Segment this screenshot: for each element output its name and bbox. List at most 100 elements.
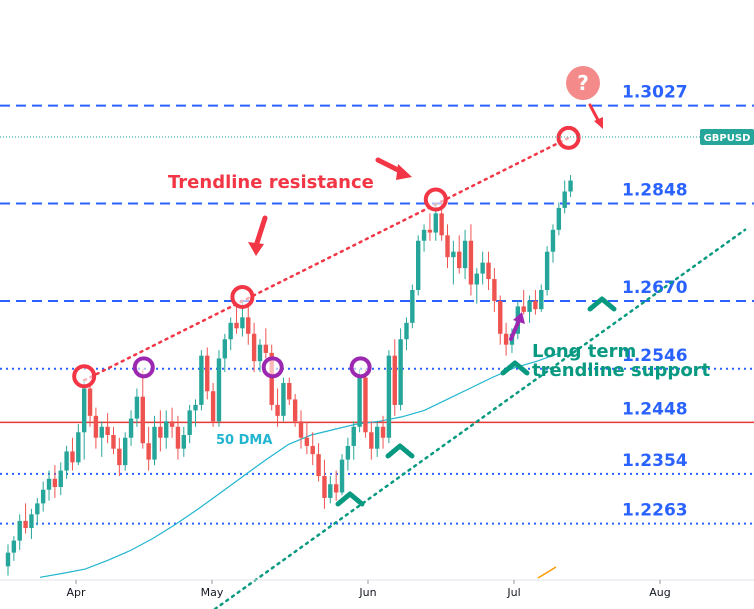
candle-body bbox=[140, 396, 145, 444]
chevron-up-icon bbox=[385, 443, 415, 459]
candle-body bbox=[210, 391, 216, 422]
arrow-to-may-high bbox=[248, 215, 268, 256]
trendline-resistance-label: Trendline resistance bbox=[168, 172, 374, 193]
time-tick-label: Jun bbox=[358, 586, 376, 599]
candle-body bbox=[257, 344, 263, 362]
candle-body bbox=[433, 213, 438, 233]
candle-body bbox=[187, 410, 192, 435]
candle-body bbox=[421, 229, 427, 241]
time-tick-label: Aug bbox=[649, 586, 670, 599]
level-label: 1.2354 bbox=[622, 451, 688, 471]
candle-body bbox=[556, 207, 562, 230]
arrow-down-right bbox=[588, 103, 603, 129]
candle-body bbox=[287, 383, 292, 400]
candle-body bbox=[380, 426, 386, 438]
arrow-to-support-purple bbox=[509, 312, 525, 341]
arrow-to-june-high bbox=[375, 157, 412, 180]
candle-body bbox=[40, 489, 46, 504]
candle-body bbox=[539, 290, 544, 310]
candle-body bbox=[351, 426, 356, 446]
symbol-tag-bg bbox=[700, 129, 754, 145]
candle-body bbox=[322, 476, 327, 498]
candle-body bbox=[111, 435, 116, 449]
candle-body bbox=[416, 240, 421, 290]
candle-body bbox=[70, 451, 75, 463]
candle-body bbox=[451, 251, 456, 258]
chevron-up-icon bbox=[500, 360, 530, 376]
chevron-up-icon bbox=[335, 491, 365, 507]
support-level-marker bbox=[349, 356, 372, 379]
candle-body bbox=[234, 322, 239, 329]
candle-body bbox=[410, 290, 415, 323]
candle-body bbox=[316, 454, 321, 477]
candle-body bbox=[427, 229, 433, 233]
candle-body bbox=[269, 352, 274, 405]
candle-body bbox=[164, 421, 169, 438]
candle-body bbox=[199, 355, 204, 405]
candle-body bbox=[339, 459, 345, 493]
candle-body bbox=[310, 445, 315, 455]
level-label: 1.2263 bbox=[622, 501, 688, 521]
time-axis-ticks: Apr May Jun Jul Aug bbox=[66, 580, 671, 599]
candle-body bbox=[134, 396, 140, 419]
candle-body bbox=[562, 191, 567, 208]
candle-body bbox=[58, 470, 63, 487]
candle-body bbox=[503, 333, 509, 345]
candle-body bbox=[251, 333, 257, 362]
candle-body bbox=[175, 426, 181, 449]
dma-50-line bbox=[39, 352, 561, 578]
candle-body bbox=[23, 520, 28, 529]
candle-body bbox=[158, 426, 163, 438]
candle-body bbox=[216, 358, 222, 422]
price-levels: 1.30271.28481.26701.25461.24481.23541.22… bbox=[0, 83, 754, 525]
candle-body bbox=[468, 240, 474, 285]
support-label-line1: Long term bbox=[532, 341, 636, 362]
candle-body bbox=[345, 445, 351, 460]
candle-body bbox=[246, 317, 251, 334]
candle-body bbox=[275, 404, 280, 416]
candle-body bbox=[46, 478, 52, 490]
candle-body bbox=[263, 344, 269, 353]
support-label-line2: trendline support bbox=[532, 360, 711, 381]
candle-body bbox=[374, 426, 380, 449]
candle-body bbox=[181, 435, 186, 449]
candle-body bbox=[333, 484, 339, 493]
symbol-tag: GBPUSD bbox=[704, 133, 751, 144]
candle-body bbox=[474, 273, 479, 285]
time-tick-label: Jul bbox=[506, 586, 520, 599]
candle-body bbox=[363, 377, 368, 433]
trendline-resistance bbox=[82, 136, 570, 382]
candle-body bbox=[35, 503, 40, 515]
chevron-up-icon bbox=[587, 296, 617, 312]
candle-body bbox=[87, 388, 93, 416]
candle-body bbox=[5, 552, 11, 567]
question-mark: ? bbox=[577, 71, 589, 95]
candle-body bbox=[398, 339, 403, 405]
candle-body bbox=[128, 418, 134, 438]
candle-body bbox=[404, 322, 409, 340]
candle-body bbox=[439, 213, 444, 236]
level-label: 1.2448 bbox=[622, 399, 688, 419]
resistance-touch-marker bbox=[423, 187, 448, 212]
candle-body bbox=[93, 415, 99, 438]
candle-body bbox=[52, 478, 58, 487]
candle-body bbox=[486, 262, 491, 280]
candle-body bbox=[544, 251, 550, 290]
support-level-marker bbox=[132, 356, 155, 379]
level-label: 1.3027 bbox=[622, 83, 688, 103]
candle-body bbox=[369, 432, 374, 449]
candle-body bbox=[146, 443, 151, 460]
dma-label: 50 DMA bbox=[216, 433, 272, 448]
candle-body bbox=[521, 306, 526, 312]
candle-body bbox=[527, 300, 532, 312]
question-bubble bbox=[566, 66, 600, 100]
candle-body bbox=[240, 317, 245, 329]
candle-body bbox=[81, 388, 87, 433]
candle-body bbox=[445, 235, 450, 258]
resistance-touch-marker bbox=[72, 364, 97, 389]
candle-body bbox=[193, 404, 198, 411]
candle-body bbox=[462, 240, 468, 269]
resistance-touch-marker bbox=[230, 284, 255, 309]
candle-body bbox=[480, 262, 485, 274]
candle-body bbox=[386, 355, 392, 438]
